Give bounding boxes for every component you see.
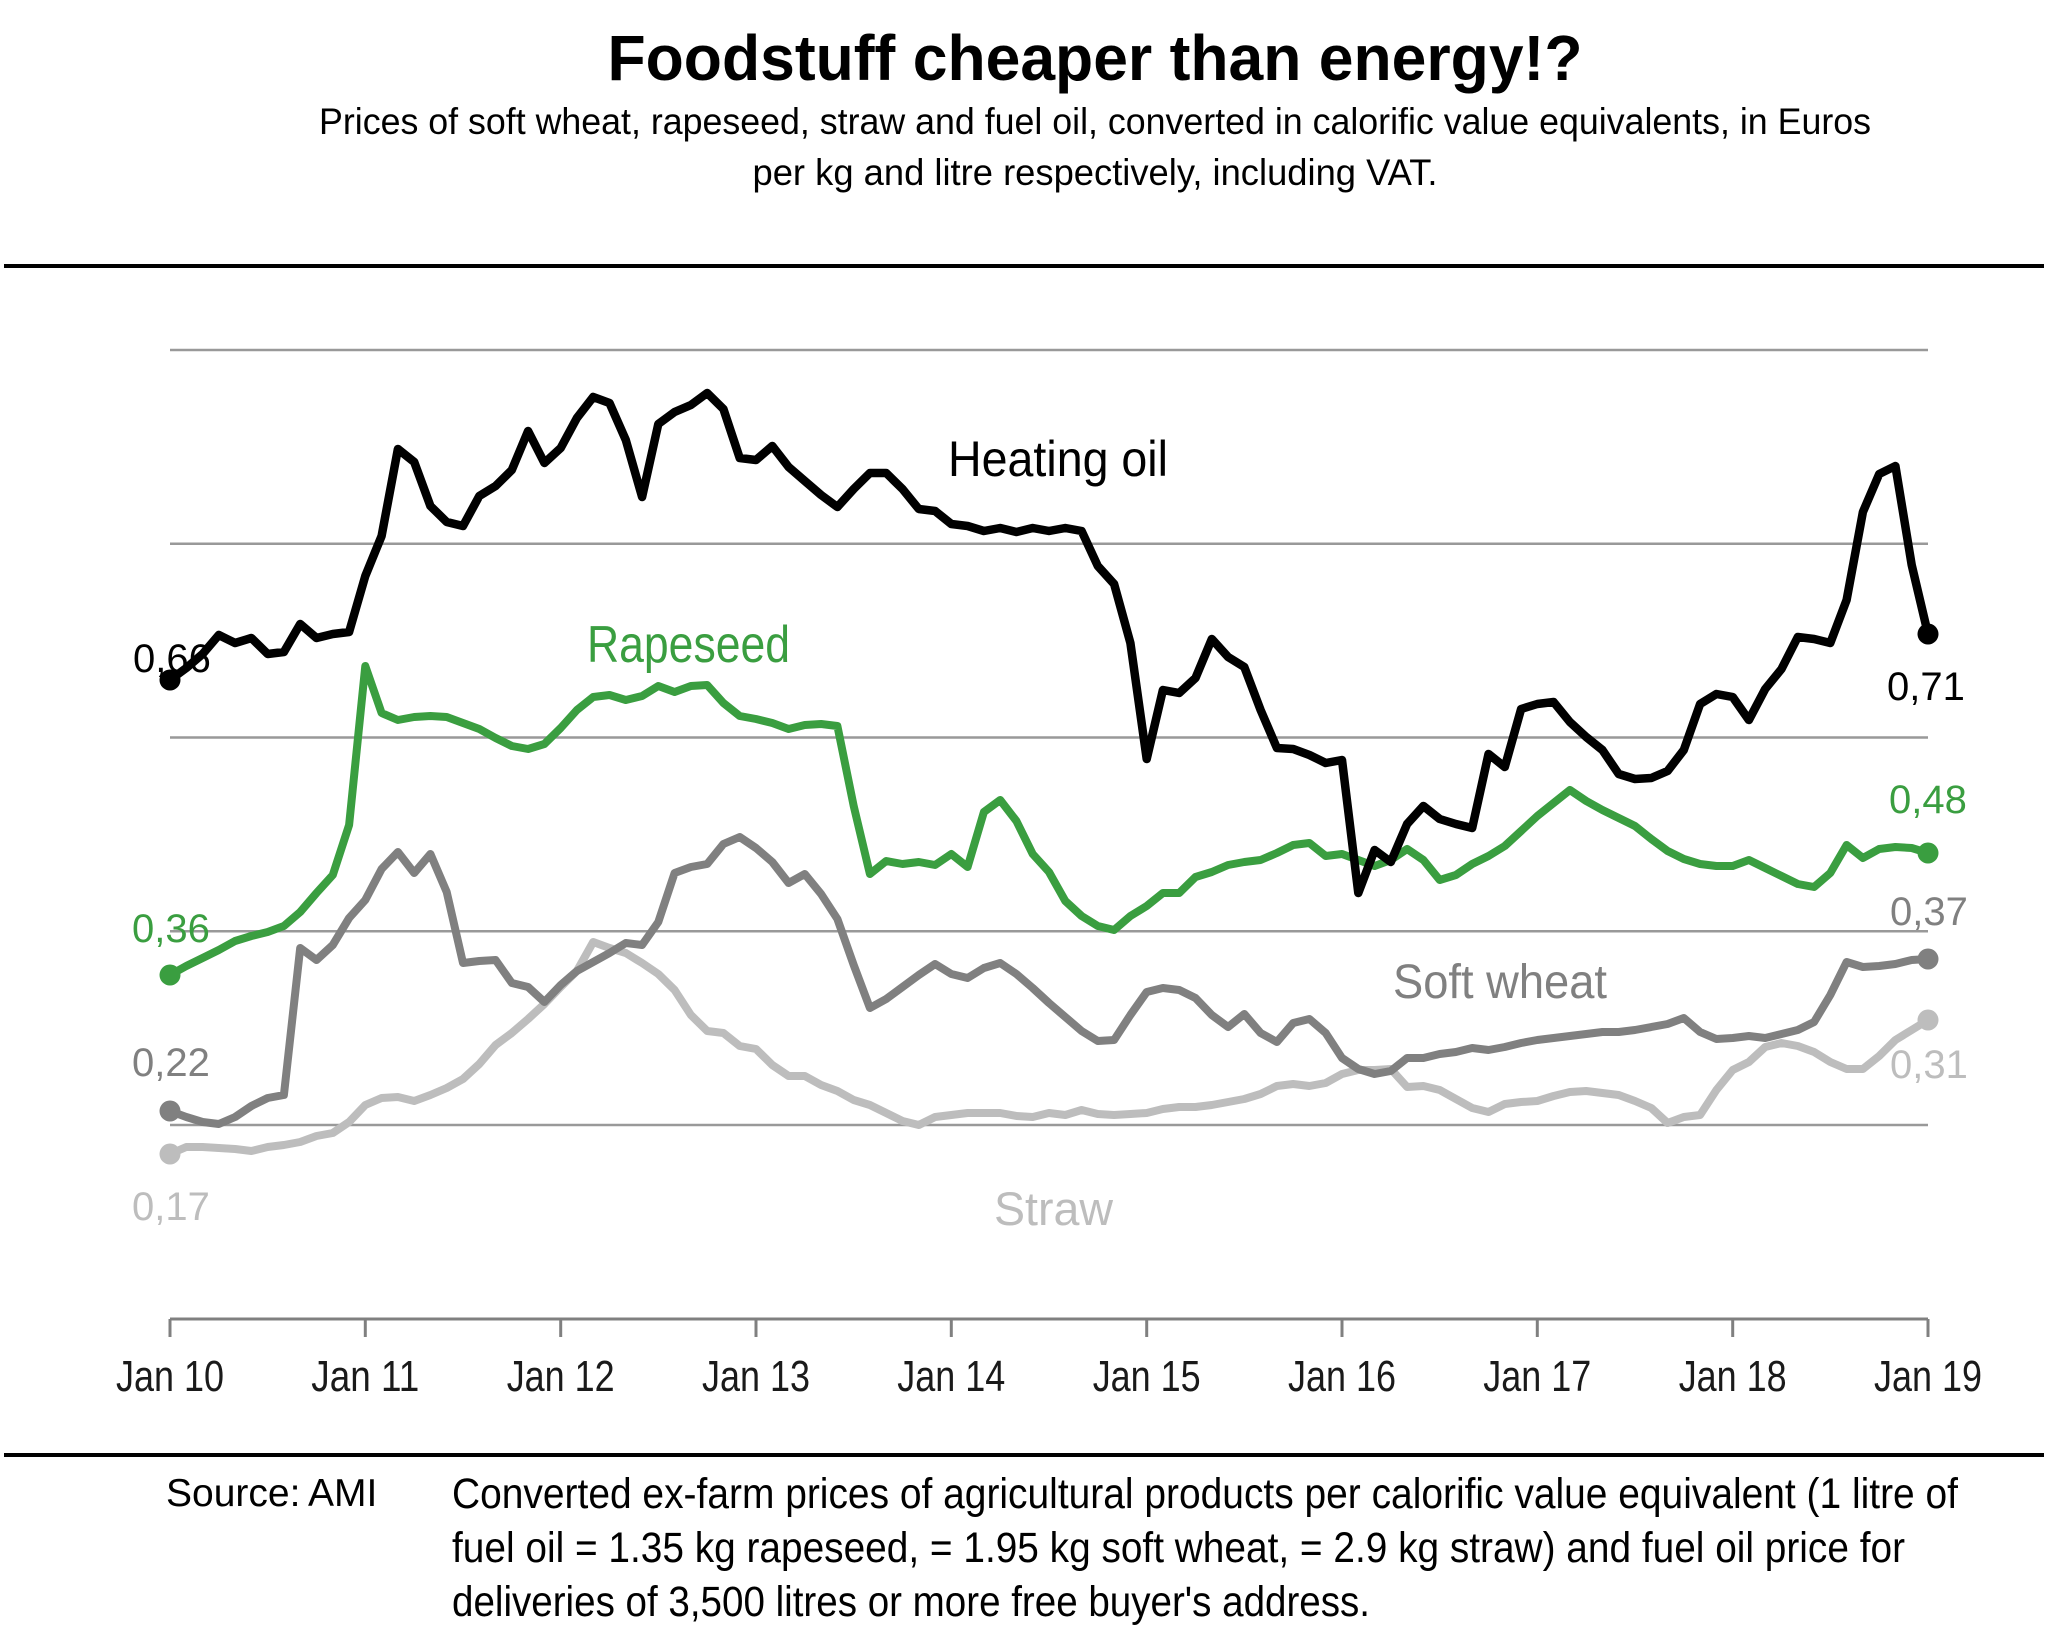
svg-text:Jan 13: Jan 13 xyxy=(702,1352,810,1401)
svg-text:Jan 10: Jan 10 xyxy=(116,1352,224,1401)
svg-text:0,66: 0,66 xyxy=(133,637,211,681)
svg-text:Straw: Straw xyxy=(994,1182,1114,1235)
svg-text:Heating oil: Heating oil xyxy=(948,431,1168,487)
svg-text:Jan 12: Jan 12 xyxy=(507,1352,615,1401)
svg-text:0,17: 0,17 xyxy=(132,1185,210,1229)
svg-text:Converted ex-farm prices of ag: Converted ex-farm prices of agricultural… xyxy=(452,1471,1958,1518)
svg-text:Jan 11: Jan 11 xyxy=(311,1352,419,1401)
svg-text:Prices of soft wheat, rapeseed: Prices of soft wheat, rapeseed, straw an… xyxy=(319,101,1871,142)
svg-text:Jan 17: Jan 17 xyxy=(1483,1352,1591,1401)
svg-text:deliveries of 3,500 litres or: deliveries of 3,500 litres or more free … xyxy=(452,1579,1370,1626)
svg-text:fuel oil = 1.35 kg rapeseed, =: fuel oil = 1.35 kg rapeseed, = 1.95 kg s… xyxy=(452,1525,1905,1572)
svg-text:0,71: 0,71 xyxy=(1887,665,1965,709)
svg-text:Jan 18: Jan 18 xyxy=(1679,1352,1787,1401)
svg-text:Soft wheat: Soft wheat xyxy=(1393,956,1607,1009)
svg-text:Jan 16: Jan 16 xyxy=(1288,1352,1396,1401)
svg-text:Jan 15: Jan 15 xyxy=(1093,1352,1201,1401)
svg-text:Jan 19: Jan 19 xyxy=(1874,1352,1982,1401)
svg-text:0,48: 0,48 xyxy=(1889,778,1967,822)
svg-text:0,36: 0,36 xyxy=(132,907,210,951)
svg-text:AMI: AMI xyxy=(308,1472,377,1515)
svg-text:0,31: 0,31 xyxy=(1890,1043,1968,1087)
svg-text:0,22: 0,22 xyxy=(132,1041,210,1085)
svg-text:Rapeseed: Rapeseed xyxy=(587,616,790,674)
svg-text:0,37: 0,37 xyxy=(1890,890,1968,934)
svg-text:per kg and litre respectively,: per kg and litre respectively, including… xyxy=(753,152,1438,193)
svg-text:Foodstuff cheaper than energy!: Foodstuff cheaper than energy!? xyxy=(608,22,1583,94)
svg-text:Source:: Source: xyxy=(166,1472,300,1515)
svg-text:Jan 14: Jan 14 xyxy=(897,1352,1005,1401)
